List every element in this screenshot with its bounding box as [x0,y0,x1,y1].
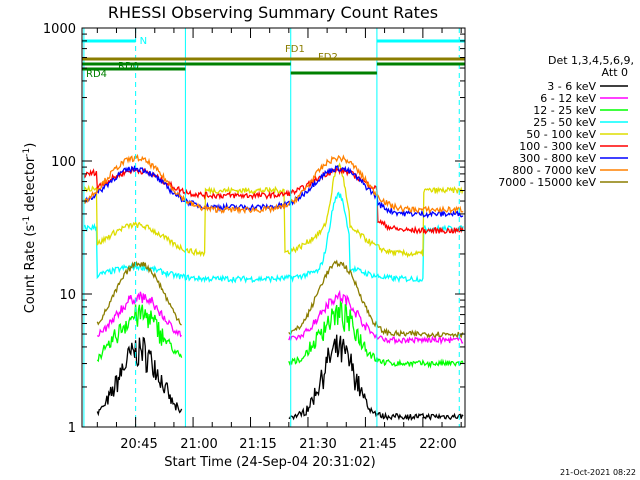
series-line [96,260,182,326]
flag-layer: N FD1 FD2 RD0 RD4 [82,28,465,427]
x-axis-label: Start Time (24-Sep-04 20:31:02) [164,455,375,470]
legend-label-7: 800 - 7000 keV [512,164,596,177]
series-2 [96,300,464,369]
series-line [288,300,464,369]
series-line [96,336,183,417]
series-7 [83,153,464,215]
plot-frame [81,27,466,428]
legend-label-0: 3 - 6 keV [547,80,596,93]
x-tick-label-1: 20:45 [120,437,157,452]
series-line [288,259,464,339]
legend-title-2: Att 0 [602,66,628,79]
flag-label-fd2: FD2 [318,52,338,63]
series-line [83,162,464,259]
flag-label-rd0: RD0 [118,61,139,72]
series-line [288,289,464,346]
series-line [83,166,464,235]
footer-date: 21-Oct-2021 08:22 [560,468,636,477]
series-line [288,334,464,422]
x-tick-label-2: 21:00 [180,437,217,452]
legend-label-6: 300 - 800 keV [519,152,596,165]
legend-label-1: 6 - 12 keV [540,92,596,105]
y-axis-label-part: ) [23,143,38,148]
x-tick-label-5: 21:45 [359,437,396,452]
series-1 [96,289,464,346]
x-tick-label-6: 22:00 [419,437,456,452]
data-layer [83,153,464,422]
x-tick-label-4: 21:30 [299,437,336,452]
legend-label-8: 7000 - 15000 keV [498,176,596,189]
series-3 [83,191,464,284]
flag-label-n: N [140,36,147,47]
chart-title: RHESSI Observing Summary Count Rates [108,3,438,22]
legend-label-5: 100 - 300 keV [519,140,596,153]
series-4 [83,162,464,259]
flag-label-rd4: RD4 [86,69,107,80]
y-axis-label-sup: -1 [22,216,32,225]
x-tick-label-3: 21:15 [239,437,276,452]
legend-label-2: 12 - 25 keV [533,104,596,117]
series-line [96,304,183,363]
series-line [83,153,464,215]
y-tick-label-1000: 1000 [43,22,76,37]
series-5 [83,166,464,235]
tick-layer [82,28,465,428]
y-axis-label-part: Count Rate (s [23,225,38,314]
legend-label-4: 50 - 100 keV [526,128,596,141]
y-tick-label-10: 10 [59,288,76,303]
y-axis-label-sup: -1 [22,148,32,157]
series-line [96,291,183,338]
series-8 [96,259,464,339]
series-line [83,191,464,284]
series-0 [96,334,464,422]
y-tick-label-100: 100 [51,155,76,170]
flag-label-fd1: FD1 [285,44,305,55]
legend-title-1: Det 1,3,4,5,6,9, [548,54,634,67]
y-axis-label-part: detector [23,156,38,216]
y-tick-label-1: 1 [68,421,76,436]
y-axis-label: Count Rate (s-1 detector-1) [22,143,38,314]
legend-label-3: 25 - 50 keV [533,116,596,129]
